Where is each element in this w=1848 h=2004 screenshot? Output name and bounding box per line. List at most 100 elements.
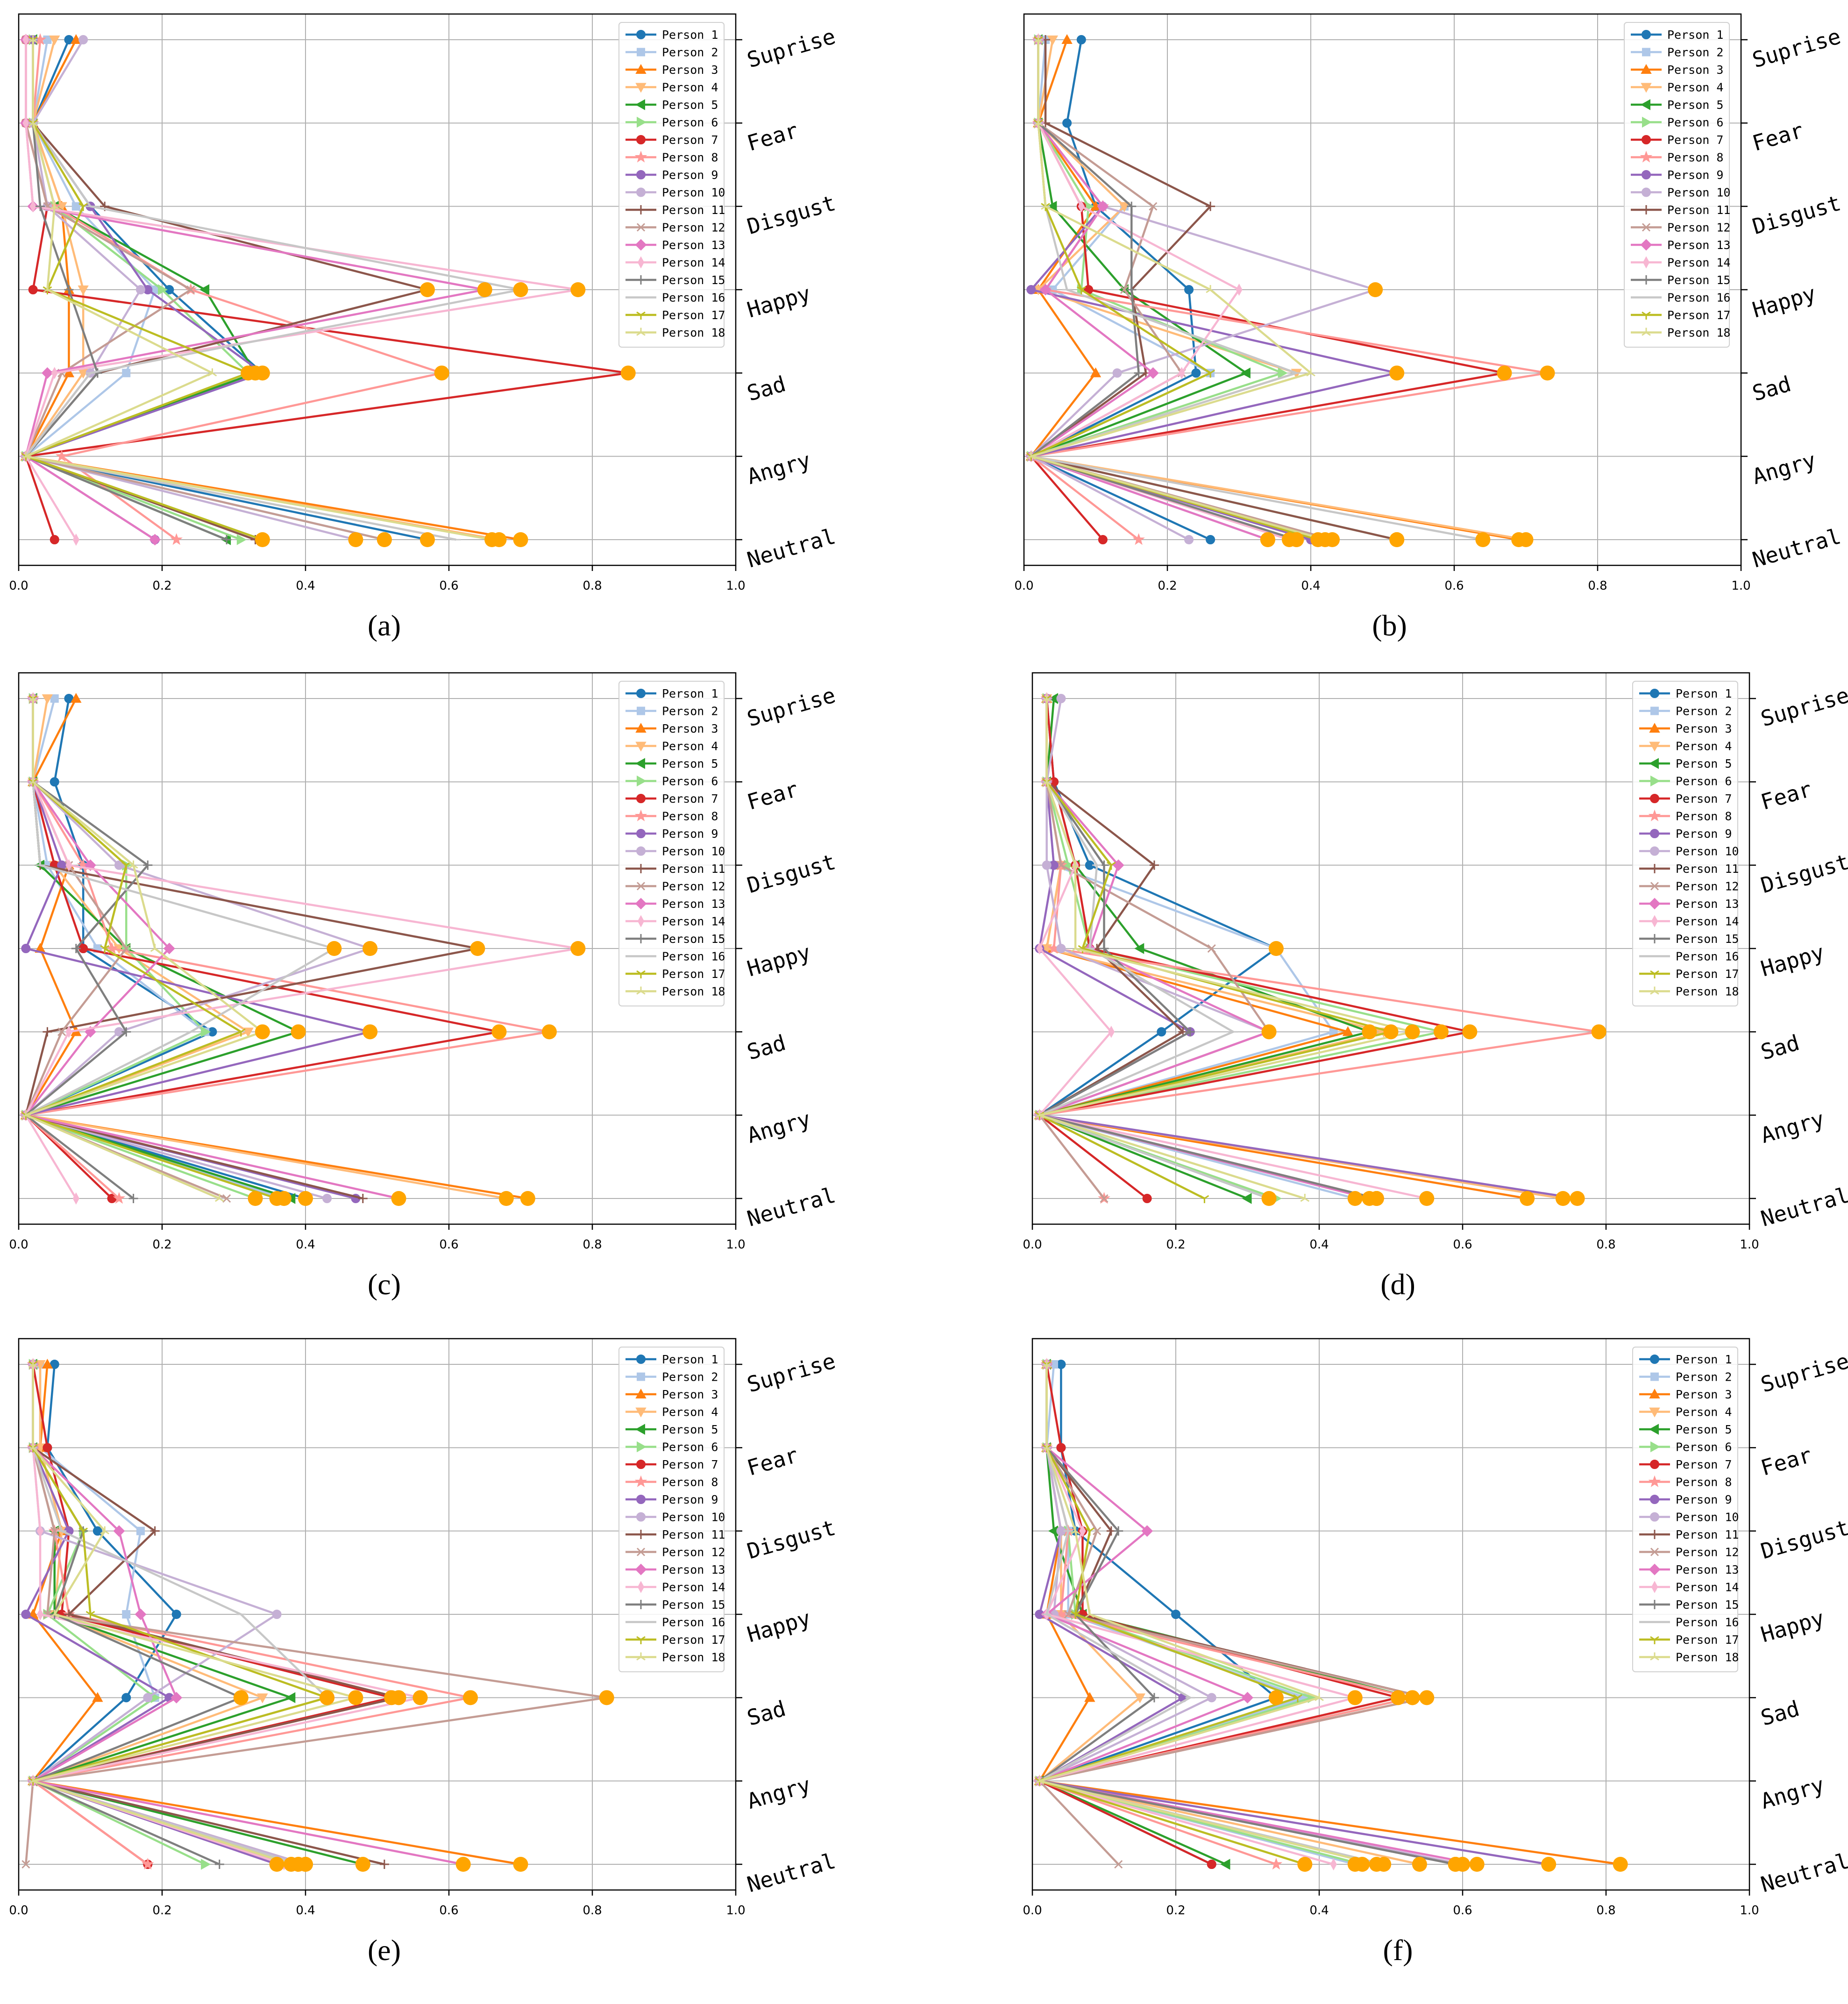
legend-item: Person 6	[625, 1441, 718, 1454]
data-point	[1149, 1693, 1159, 1703]
legend-label: Person 18	[1676, 985, 1739, 998]
legend-marker	[1640, 150, 1653, 163]
legend-label: Person 3	[1667, 63, 1723, 77]
legend-marker	[1650, 1636, 1659, 1644]
legend-label: Person 9	[662, 1493, 718, 1506]
data-point	[28, 694, 38, 702]
data-point	[1149, 202, 1158, 211]
data-point	[21, 1860, 30, 1869]
x-tick-label: 0.6	[1453, 1238, 1472, 1252]
legend-marker	[1649, 1424, 1659, 1435]
data-point	[43, 1027, 52, 1037]
data-point	[43, 285, 52, 293]
x-tick-label: 1.0	[1731, 579, 1750, 593]
data-point	[1114, 1526, 1123, 1536]
x-tick-label: 0.0	[1023, 1904, 1042, 1918]
max-point-highlight	[1540, 365, 1555, 381]
data-point	[272, 1610, 282, 1619]
legend-label: Person 10	[1667, 186, 1730, 200]
legend-label: Person 9	[662, 827, 718, 841]
chart-d: Neutral Angry Sad Happy Disgust Fear Suprise 0.…	[1023, 672, 1848, 1301]
data-point	[122, 1610, 131, 1619]
data-point	[171, 1610, 181, 1619]
series-8	[1025, 33, 1554, 545]
x-tick-label: 0.8	[583, 1904, 602, 1918]
y-tick-label: Happy	[1758, 1605, 1827, 1647]
data-point	[28, 1360, 38, 1368]
legend-marker	[1640, 239, 1652, 251]
max-point-highlight	[513, 282, 528, 297]
legend-item: Person 16	[1639, 950, 1739, 963]
y-tick-label: Disgust	[744, 849, 838, 898]
data-point	[1206, 201, 1215, 211]
y-tick-label: Angry	[744, 1106, 813, 1148]
data-point	[78, 285, 89, 296]
panel-caption: (b)	[1372, 609, 1407, 642]
legend-item: Person 9	[1639, 1493, 1732, 1506]
data-point	[1033, 118, 1043, 127]
data-point	[1056, 694, 1066, 703]
legend-item: Person 12	[625, 880, 725, 893]
x-tick-label: 0.8	[1588, 579, 1607, 593]
legend-marker	[1641, 64, 1652, 74]
data-point	[50, 1610, 59, 1618]
chart-a: Neutral Angry Sad Happy Disgust Fear Suprise 0.…	[9, 13, 838, 642]
data-point	[1079, 1525, 1086, 1537]
data-point	[1071, 944, 1080, 952]
legend-marker	[636, 1530, 646, 1539]
legend-item: Person 4	[1639, 740, 1732, 753]
legend-label: Person 2	[1676, 705, 1732, 718]
legend-label: Person 3	[662, 63, 718, 77]
max-point-highlight	[1518, 532, 1534, 547]
max-point-highlight	[1268, 941, 1284, 956]
data-point	[1056, 1360, 1066, 1369]
max-point-highlight	[1268, 1690, 1284, 1705]
legend-item: Person 2	[625, 46, 718, 59]
legend-marker	[1640, 99, 1650, 110]
max-point-highlight	[348, 532, 363, 547]
legend: Person 1 Person 2 Person 3 Person 4 Person 5…	[618, 22, 725, 348]
legend-marker	[1650, 846, 1659, 856]
data-point	[78, 35, 88, 44]
legend-label: Person 8	[662, 151, 718, 164]
data-point	[150, 944, 160, 952]
data-point	[163, 942, 175, 955]
data-point	[36, 201, 45, 211]
legend-label: Person 5	[1676, 1423, 1732, 1436]
legend-label: Person 7	[662, 792, 718, 806]
data-point	[128, 860, 138, 869]
data-point	[1078, 200, 1085, 213]
data-point	[222, 535, 232, 544]
legend-item: Person 6	[1631, 116, 1723, 129]
legend-label: Person 3	[1676, 722, 1732, 735]
data-point	[1076, 286, 1086, 294]
legend-marker	[637, 915, 645, 927]
legend-label: Person 12	[662, 221, 725, 235]
data-point	[22, 117, 29, 129]
data-point	[135, 1608, 147, 1620]
max-point-highlight	[1475, 532, 1491, 547]
legend-item: Person 14	[1639, 915, 1739, 928]
y-tick-label: Disgust	[1758, 1515, 1848, 1564]
legend-item: Person 5	[625, 98, 718, 112]
legend-marker	[635, 64, 647, 74]
legend-item: Person 4	[625, 1405, 718, 1419]
legend-item: Person 5	[625, 757, 718, 770]
legend-marker	[1642, 135, 1651, 144]
legend-label: Person 18	[1667, 326, 1730, 340]
data-point	[64, 285, 74, 294]
legend-label: Person 3	[1676, 1388, 1732, 1401]
legend-marker	[636, 986, 646, 995]
max-point-highlight	[1368, 282, 1383, 297]
legend-label: Person 16	[662, 1616, 725, 1629]
y-tick-label: Happy	[744, 280, 813, 322]
legend-marker	[636, 1460, 646, 1469]
legend-marker	[637, 116, 647, 128]
legend-label: Person 11	[662, 1528, 725, 1541]
data-point	[28, 285, 38, 294]
x-tick-label: 1.0	[726, 1238, 745, 1252]
data-point	[285, 1692, 296, 1704]
legend-item: Person 14	[625, 915, 725, 928]
legend-item: Person 6	[625, 116, 718, 129]
legend-label: Person 15	[1667, 273, 1730, 287]
